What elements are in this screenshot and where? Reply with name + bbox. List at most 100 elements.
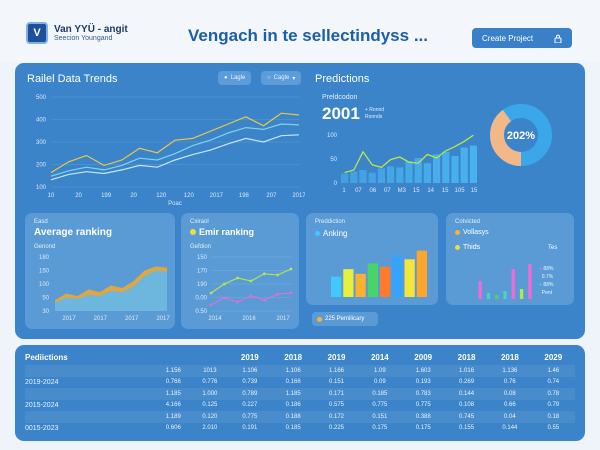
- legend-dot-icon: ●: [539, 282, 543, 288]
- table-cell: 1.156: [165, 367, 181, 374]
- column-header[interactable]: 2014: [370, 352, 389, 362]
- x-tick-label: 2017: [292, 193, 305, 199]
- table-cell: 0.09: [374, 379, 386, 386]
- table-body: 1.156 1013 1.106 1.106 1.166 1.09 1.603 1.016 1.…: [25, 365, 575, 434]
- row-label: [25, 411, 155, 423]
- legend-b: 0.7%: [541, 274, 554, 280]
- data-point: [249, 294, 253, 298]
- column-header[interactable]: 2009: [414, 352, 433, 362]
- table-cell: 0.269: [459, 379, 475, 386]
- x-tick-label: 2017: [125, 316, 139, 322]
- volleys-title-row: Vollasys: [455, 229, 489, 236]
- table-cell: 0.78: [547, 390, 560, 397]
- data-point: [209, 303, 213, 307]
- x-tick-label: 198: [239, 193, 250, 199]
- lock-icon: [554, 34, 562, 43]
- bar: [368, 172, 376, 183]
- brand-logo[interactable]: V Van YYÜ - angit Seecion Youngand: [26, 22, 128, 44]
- y-tick-label: 170: [197, 269, 208, 275]
- predictions-title: Predictions: [315, 73, 370, 85]
- table-cell: 2.010: [202, 425, 218, 432]
- average-ranking-card[interactable]: Easd Average ranking Genond 180 150 100 50 3…: [25, 213, 175, 329]
- table-cell: 0.166: [285, 379, 301, 386]
- table-cell: 0.144: [502, 425, 518, 432]
- data-point: [222, 282, 226, 286]
- emir-ranking-card[interactable]: Cxiraol Emir ranking Gefdion 150 170 190 0.…: [181, 213, 299, 329]
- table-row[interactable]: 1.156 1013 1.106 1.106 1.166 1.09 1.603 1.016 1.…: [25, 365, 575, 377]
- table-row[interactable]: 0015-2023 0.606 2.010 0.191 0.185 0.225 0.175 0…: [25, 423, 575, 435]
- column-header[interactable]: 2019: [327, 352, 346, 362]
- bar: [519, 289, 524, 299]
- top-header: V Van YYÜ - angit Seecion Youngand Venga…: [0, 0, 600, 62]
- column-header[interactable]: 2018: [500, 352, 519, 362]
- shield-logo-icon: V: [26, 22, 48, 44]
- emir-title-row: Emir ranking: [190, 227, 254, 237]
- x-tick-label: 199: [101, 193, 112, 199]
- dashboard-panel: Railel Data Trends ● Lagle ○ Cagle ▾ 500 400…: [15, 63, 585, 339]
- anking-card[interactable]: Preddiction Anking: [306, 213, 438, 305]
- table-cell: 1.09: [374, 367, 386, 374]
- table-row[interactable]: 2019-2024 0.766 0.776 0.739 0.166 0.151 0.09 0.…: [25, 377, 575, 389]
- volleys-subtitle-row: Thids: [455, 244, 480, 251]
- row-label: [25, 388, 155, 400]
- x-tick-label: 2017: [62, 316, 76, 322]
- table-cell: 0.76: [504, 379, 516, 386]
- chat-icon: ○: [267, 75, 271, 81]
- y-tick-label: 150: [197, 255, 208, 261]
- donut-center-label: 202%: [507, 130, 535, 142]
- table-cell: 0.775: [242, 413, 258, 420]
- y-tick-label: 400: [36, 118, 47, 124]
- table-cell: 0.575: [329, 402, 345, 409]
- filter-lagle[interactable]: ● Lagle: [218, 71, 252, 85]
- volleys-dot-icon: [455, 230, 460, 235]
- x-tick-label: 2017: [276, 316, 290, 322]
- table-cell: 0.155: [459, 425, 475, 432]
- table-cell: 1.185: [165, 390, 181, 397]
- create-project-button[interactable]: Create Project: [472, 28, 572, 48]
- filter-cagle[interactable]: ○ Cagle ▾: [261, 71, 302, 85]
- y-tick-label: 0.00: [195, 296, 207, 302]
- column-header[interactable]: 2018: [457, 352, 476, 362]
- x-tick-label: 2016: [242, 316, 256, 322]
- table-row[interactable]: 1.185 1.000 0.789 1.185 0.171 0.185 0.783 0.144…: [25, 388, 575, 400]
- row-label: 2019-2024: [25, 378, 59, 386]
- column-header[interactable]: 2018: [284, 352, 303, 362]
- predictions-table-panel: Pediictions 2019 2018 2019 2014 2009 201…: [15, 345, 585, 441]
- pemilicary-badge[interactable]: 225 Pemilicary: [312, 312, 378, 326]
- filter-cagle-label: Cagle: [273, 75, 290, 81]
- emir-status-dot-icon: [190, 229, 196, 235]
- bar: [367, 263, 378, 297]
- table-cell: 0.193: [415, 379, 431, 386]
- table-cell: 0.186: [285, 402, 301, 409]
- legend-dot-icon: ●: [539, 266, 543, 272]
- y-tick-label: 0: [334, 181, 338, 187]
- table-cell: 0.745: [459, 413, 475, 420]
- x-tick-label: 2014: [208, 316, 222, 322]
- anking-eyebrow: Preddiction: [315, 219, 346, 225]
- column-header[interactable]: 2029: [544, 352, 563, 362]
- table-cell: 0.775: [372, 402, 388, 409]
- series-line: [50, 134, 300, 181]
- predictions-sub-label: Preldcodon: [322, 94, 358, 101]
- bar: [486, 293, 491, 299]
- table-row[interactable]: 1.189 0.120 0.775 0.188 0.172 0.151 0.388 0.745…: [25, 411, 575, 423]
- table-cell: 0.388: [415, 413, 431, 420]
- data-point: [289, 267, 293, 271]
- bar: [387, 166, 395, 183]
- y-tick-label: 180: [39, 255, 50, 261]
- table-row[interactable]: 2015-2024 4.166 0.125 0.227 0.186 0.575 0.775 0…: [25, 400, 575, 412]
- column-header[interactable]: 2019: [240, 352, 259, 362]
- bar: [416, 250, 427, 297]
- data-point: [262, 272, 266, 276]
- table-cell: 1.016: [459, 367, 475, 374]
- anking-status-dot-icon: [315, 231, 320, 236]
- volleys-bar-chart: [478, 264, 532, 299]
- table-cell: 0.151: [372, 413, 388, 420]
- table-cell: 0.188: [285, 413, 301, 420]
- bar: [495, 295, 499, 299]
- table-header-row: Pediictions 2019 2018 2019 2014 2009 201…: [25, 349, 575, 365]
- volleys-card[interactable]: Cotvicted Vollasys Thids Tes ● 88% 0.7% …: [446, 213, 574, 305]
- bar: [350, 171, 358, 183]
- table-cell: 1.106: [242, 367, 258, 374]
